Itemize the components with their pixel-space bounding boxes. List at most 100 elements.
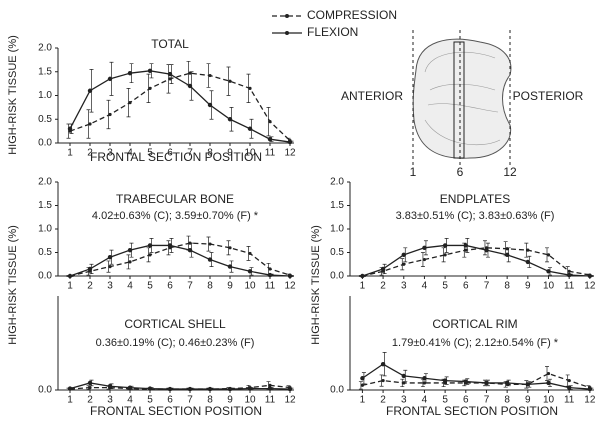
x-tick-label: 8	[207, 281, 213, 292]
x-tick-label: 10	[543, 395, 555, 406]
x-tick-label: 3	[107, 281, 113, 292]
x-tick-label: 9	[525, 395, 531, 406]
data-point	[247, 126, 253, 131]
data-point	[442, 378, 448, 383]
data-point	[402, 381, 406, 385]
y-tick-label: 0.0	[330, 385, 344, 396]
data-point	[207, 257, 213, 262]
data-point	[148, 253, 152, 257]
data-point	[88, 122, 92, 126]
x-tick-label: 2	[87, 148, 93, 159]
data-point	[360, 273, 365, 279]
series-line	[69, 244, 291, 277]
x-tick-label: 4	[127, 281, 133, 292]
x-axis-label: FRONTAL SECTION POSITION	[386, 404, 558, 418]
x-tick-label: 2	[87, 395, 93, 406]
data-point	[268, 267, 272, 271]
data-point	[422, 245, 427, 250]
x-tick-label: 1	[360, 281, 366, 292]
x-tick-label: 12	[284, 148, 296, 159]
x-tick-label: 8	[207, 395, 213, 406]
data-point	[443, 253, 447, 257]
legend-label: FLEXION	[307, 25, 358, 39]
x-tick-label: 7	[484, 281, 490, 292]
data-point	[422, 257, 427, 262]
x-tick-label: 11	[265, 148, 276, 159]
y-tick-label: 0.5	[38, 114, 52, 125]
data-point	[127, 247, 133, 253]
posterior-label: POSTERIOR	[513, 89, 584, 103]
data-point	[147, 68, 153, 74]
data-point	[88, 386, 92, 390]
x-tick-label: 10	[244, 395, 256, 406]
data-point	[187, 247, 193, 253]
data-point	[526, 248, 530, 252]
x-tick-label: 11	[564, 281, 575, 292]
x-tick-label: 2	[380, 281, 386, 292]
y-tick-label: 0.0	[38, 138, 52, 149]
data-point	[525, 259, 531, 265]
data-point	[287, 386, 293, 392]
series-line	[362, 244, 590, 277]
panel-title: CORTICAL RIM	[432, 317, 517, 331]
x-tick-label: 10	[244, 148, 256, 159]
data-point	[67, 386, 73, 391]
data-point	[546, 253, 551, 257]
data-point	[380, 361, 386, 367]
x-tick-label: 5	[147, 148, 153, 159]
data-point	[147, 243, 153, 248]
x-tick-label: 9	[525, 281, 531, 292]
data-point	[402, 262, 406, 266]
series-line	[69, 70, 291, 143]
y-tick-label: 0.5	[330, 247, 344, 258]
series-line	[362, 363, 590, 390]
x-tick-label: 6	[167, 395, 173, 406]
data-point	[67, 126, 73, 131]
data-point	[167, 386, 173, 392]
panel-subtitle: 4.02±0.63% (C); 3.59±0.70% (F) *	[92, 210, 259, 222]
x-tick-label: 2	[380, 395, 386, 406]
vertebra-outline	[412, 38, 512, 159]
x-tick-label: 8	[207, 148, 213, 159]
x-tick-label: 2	[87, 281, 93, 292]
data-point	[107, 76, 113, 82]
data-point	[87, 88, 93, 93]
data-point	[287, 273, 293, 279]
data-point	[108, 112, 112, 117]
data-point	[127, 70, 133, 76]
data-point	[187, 386, 193, 392]
data-point	[227, 386, 233, 392]
data-point	[267, 137, 273, 142]
legend-marker	[285, 14, 289, 18]
data-point	[87, 380, 93, 386]
x-tick-label: 3	[107, 148, 113, 159]
y-tick-label: 1.5	[330, 200, 344, 211]
y-tick-label: 1.0	[38, 224, 52, 235]
data-point	[587, 386, 593, 392]
x-tick-label: 5	[442, 281, 448, 292]
x-tick-label: 7	[187, 395, 193, 406]
x-tick-label: 4	[422, 395, 428, 406]
x-tick-label: 5	[147, 281, 153, 292]
panel-subtitle: 0.36±0.19% (C); 0.46±0.23% (F)	[96, 337, 255, 349]
x-tick-label: 12	[284, 281, 296, 292]
panel-subtitle: 3.83±0.51% (C); 3.83±0.63% (F)	[396, 210, 555, 222]
panel-title: TRABECULAR BONE	[116, 192, 234, 206]
data-point	[380, 266, 386, 272]
data-point	[187, 83, 193, 89]
data-point	[127, 385, 133, 390]
data-point	[587, 273, 593, 279]
data-point	[228, 79, 232, 83]
data-point	[567, 269, 571, 273]
x-tick-label: 1	[67, 148, 73, 159]
data-point	[267, 272, 273, 278]
data-point	[463, 379, 468, 384]
x-tick-label: 10	[543, 281, 555, 292]
x-tick-label: 11	[265, 395, 276, 406]
x-tick-label: 3	[401, 281, 407, 292]
legend-marker	[285, 31, 289, 35]
x-tick-label: 6	[463, 281, 469, 292]
x-tick-label: 8	[504, 395, 510, 406]
series-line	[362, 247, 590, 277]
